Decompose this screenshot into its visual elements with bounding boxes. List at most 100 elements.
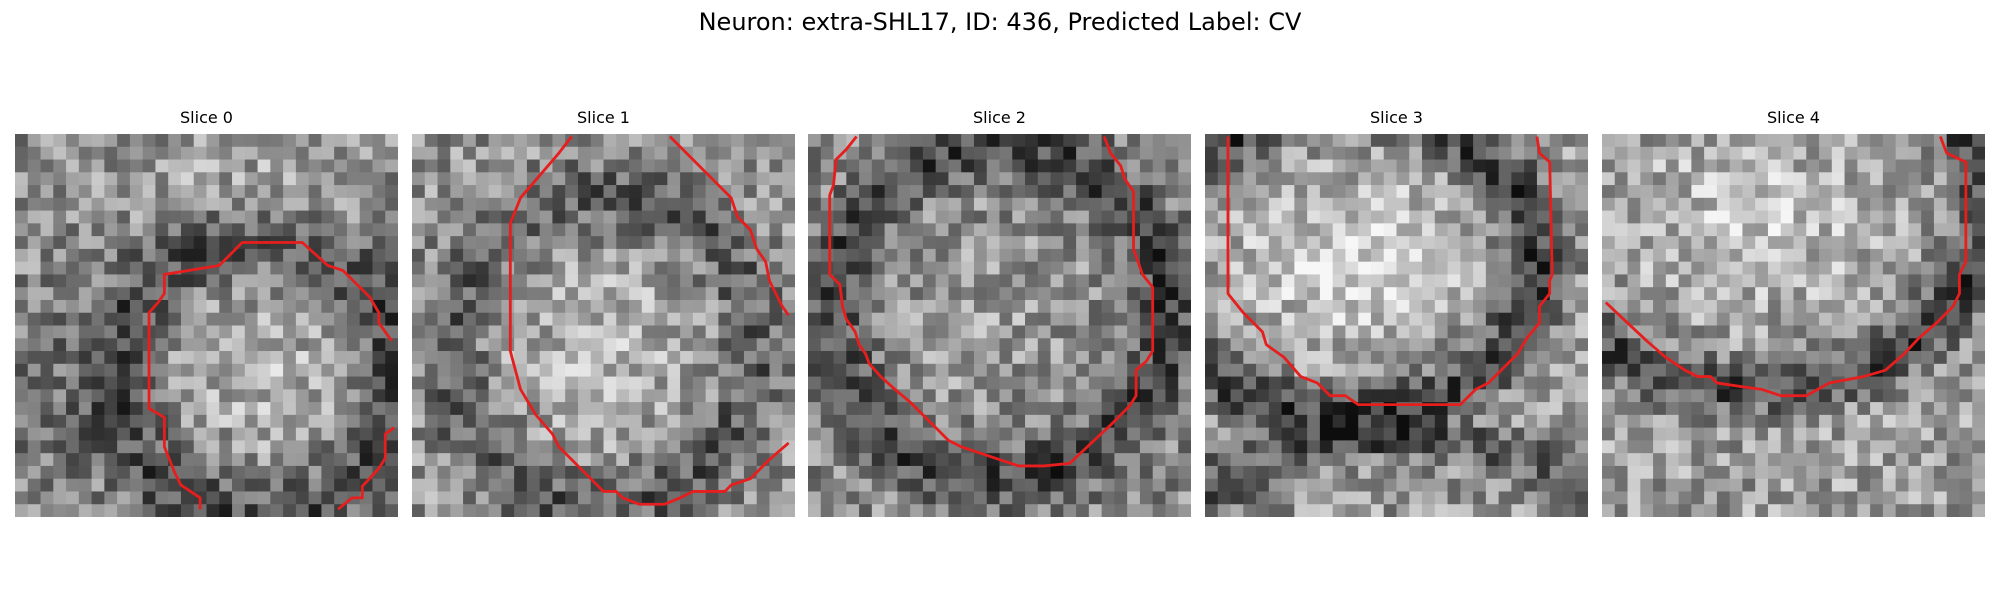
pixel xyxy=(1447,146,1461,161)
pixel xyxy=(871,223,886,237)
pixel xyxy=(1831,338,1846,352)
pixel xyxy=(539,491,553,505)
pixel xyxy=(526,338,541,352)
pixel xyxy=(629,453,643,467)
pixel xyxy=(1678,465,1692,480)
pixel xyxy=(1358,248,1372,263)
pixel xyxy=(1205,299,1219,314)
pixel xyxy=(257,440,271,454)
pixel xyxy=(1729,325,1743,339)
pixel xyxy=(1511,248,1525,263)
pixel xyxy=(27,287,42,301)
pixel xyxy=(986,274,1001,288)
pixel xyxy=(283,248,297,263)
pixel xyxy=(1511,312,1525,327)
pixel xyxy=(526,363,541,378)
pixel xyxy=(372,274,386,288)
pixel xyxy=(424,440,439,454)
pixel xyxy=(808,146,822,161)
pixel xyxy=(1460,402,1474,416)
pixel xyxy=(1422,440,1436,454)
pixel xyxy=(1806,414,1820,429)
pixel xyxy=(66,248,80,263)
slice-panel-2: Slice 2 xyxy=(808,108,1191,517)
pixel xyxy=(1665,274,1680,288)
pixel xyxy=(641,376,656,390)
pixel xyxy=(488,504,502,517)
pixel xyxy=(948,185,962,199)
pixel xyxy=(743,427,758,441)
pixel xyxy=(846,261,860,275)
pixel xyxy=(1614,453,1629,467)
pixel xyxy=(117,172,131,186)
pixel xyxy=(1460,414,1474,429)
pixel xyxy=(731,185,745,199)
pixel xyxy=(321,338,335,352)
pixel xyxy=(897,414,911,429)
pixel xyxy=(948,248,962,263)
pixel xyxy=(219,248,233,263)
pixel xyxy=(1473,414,1487,429)
pixel xyxy=(1127,402,1141,416)
pixel xyxy=(1088,210,1103,224)
pixel xyxy=(1460,299,1474,314)
pixel xyxy=(577,223,592,237)
pixel xyxy=(948,261,962,275)
pixel xyxy=(1806,338,1820,352)
pixel xyxy=(986,261,1001,275)
pixel xyxy=(1806,248,1820,263)
pixel xyxy=(1307,478,1321,492)
pixel xyxy=(1383,248,1398,263)
pixel xyxy=(1050,402,1064,416)
pixel xyxy=(91,274,105,288)
pixel xyxy=(654,389,668,403)
pixel xyxy=(859,478,873,492)
pixel xyxy=(1870,210,1884,224)
pixel xyxy=(270,389,284,403)
pixel xyxy=(104,363,118,378)
pixel xyxy=(1332,440,1346,454)
pixel xyxy=(897,453,911,467)
pixel xyxy=(922,299,937,314)
pixel xyxy=(1281,351,1295,365)
pixel xyxy=(1025,325,1039,339)
pixel xyxy=(961,159,975,173)
pixel xyxy=(1088,351,1103,365)
slice-image xyxy=(1205,134,1588,517)
pixel xyxy=(424,248,439,263)
pixel xyxy=(412,402,426,416)
pixel xyxy=(295,210,310,224)
pixel xyxy=(1844,427,1858,441)
pixel xyxy=(680,402,694,416)
pixel xyxy=(1178,146,1191,161)
pixel xyxy=(219,414,233,429)
pixel xyxy=(155,338,169,352)
pixel xyxy=(1012,465,1026,480)
pixel xyxy=(372,223,386,237)
pixel xyxy=(129,465,144,480)
pixel xyxy=(565,351,579,365)
pixel xyxy=(731,146,745,161)
pixel xyxy=(897,185,911,199)
pixel xyxy=(1217,389,1232,403)
pixel xyxy=(308,210,322,224)
pixel xyxy=(1178,325,1191,339)
pixel xyxy=(1460,197,1474,212)
pixel xyxy=(769,414,783,429)
pixel xyxy=(1870,389,1884,403)
pixel xyxy=(1602,223,1616,237)
pixel xyxy=(1857,478,1871,492)
pixel xyxy=(1729,363,1743,378)
pixel xyxy=(1653,312,1667,327)
pixel xyxy=(539,274,553,288)
pixel xyxy=(1806,363,1820,378)
pixel xyxy=(1831,185,1846,199)
pixel xyxy=(1088,312,1103,327)
pixel xyxy=(820,440,835,454)
pixel xyxy=(539,172,553,186)
pixel xyxy=(1307,248,1321,263)
pixel xyxy=(1933,197,1948,212)
pixel xyxy=(654,172,668,186)
pixel xyxy=(1691,427,1705,441)
pixel xyxy=(155,223,169,237)
